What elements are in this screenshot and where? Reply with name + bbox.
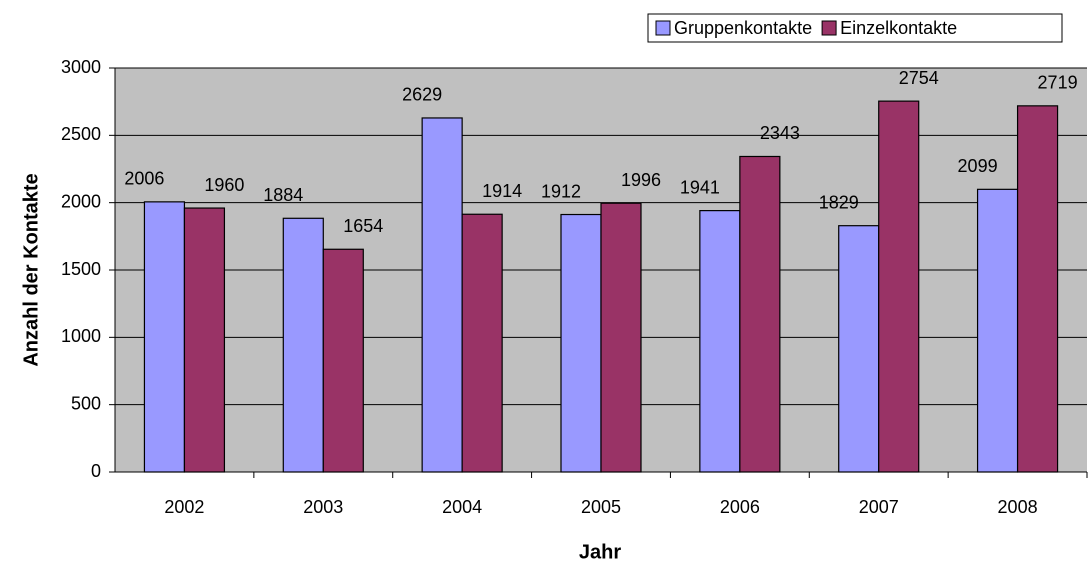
data-label: 2006 — [124, 169, 164, 189]
bar — [143, 201, 186, 473]
y-tick-label: 500 — [71, 393, 101, 413]
data-label: 2754 — [899, 68, 939, 88]
bar — [560, 213, 602, 473]
legend-swatch — [821, 20, 837, 36]
data-label: 2719 — [1038, 73, 1078, 93]
y-tick-label: 1500 — [61, 259, 101, 279]
x-axis-title: Jahr — [579, 541, 621, 563]
data-label: 2343 — [760, 123, 800, 143]
bar — [739, 155, 781, 473]
x-tick-label: 2005 — [581, 497, 621, 517]
bar — [838, 225, 880, 473]
legend-swatch — [655, 20, 671, 36]
bar — [183, 207, 226, 473]
bar — [600, 202, 642, 473]
x-tick-label: 2007 — [859, 497, 899, 517]
y-tick-label: 0 — [91, 461, 101, 481]
legend-label: Gruppenkontakte — [674, 18, 812, 38]
y-axis-title: Anzahl der Kontakte — [20, 173, 42, 366]
data-label: 1914 — [482, 181, 522, 201]
bar — [282, 217, 324, 473]
legend-box — [647, 13, 1063, 43]
x-tick-label: 2003 — [303, 497, 343, 517]
bar — [461, 213, 503, 473]
data-label: 1912 — [541, 181, 581, 201]
data-label: 1996 — [621, 170, 661, 190]
data-label: 1960 — [204, 175, 244, 195]
data-label: 1884 — [263, 185, 303, 205]
data-label: 1829 — [819, 192, 859, 212]
y-tick-label: 1000 — [61, 326, 101, 346]
bar — [1016, 105, 1059, 473]
data-label: 1941 — [680, 177, 720, 197]
bar — [322, 248, 364, 473]
bar — [699, 210, 741, 473]
y-tick-label: 3000 — [61, 57, 101, 77]
x-tick-label: 2006 — [720, 497, 760, 517]
data-label: 1654 — [343, 216, 383, 236]
bar — [976, 188, 1019, 473]
x-tick-label: 2004 — [442, 497, 482, 517]
y-tick-label: 2000 — [61, 191, 101, 211]
x-tick-label: 2008 — [998, 497, 1038, 517]
data-label: 2099 — [958, 156, 998, 176]
legend-label: Einzelkontakte — [840, 18, 957, 38]
data-label: 2629 — [402, 85, 442, 105]
y-tick-label: 2500 — [61, 124, 101, 144]
x-tick-label: 2002 — [164, 497, 204, 517]
bar — [421, 117, 463, 473]
bar — [878, 100, 920, 473]
